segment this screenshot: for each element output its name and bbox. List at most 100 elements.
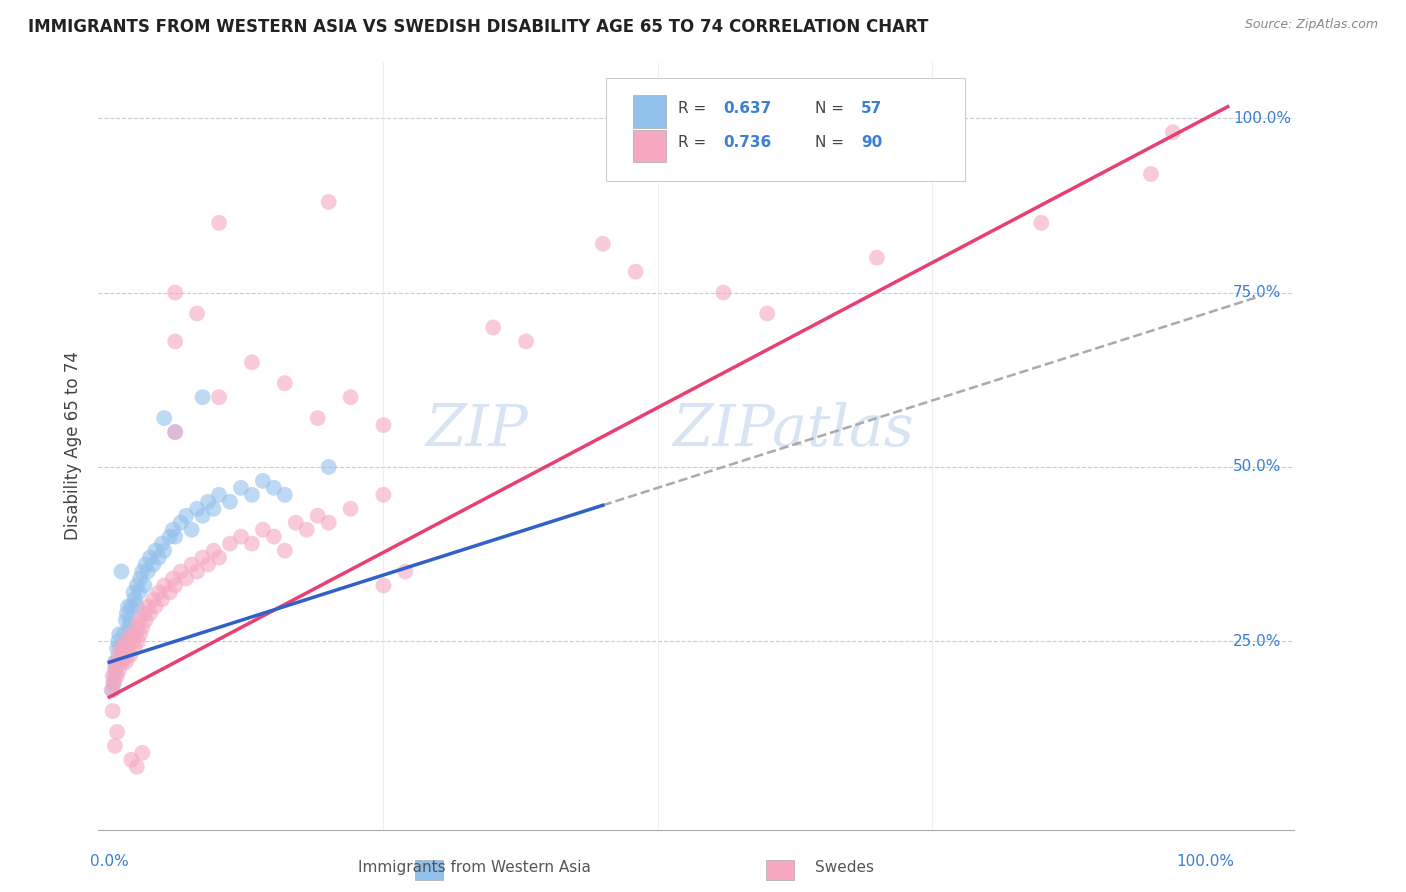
Point — [103, 676, 125, 690]
Point — [624, 265, 647, 279]
Point — [120, 613, 142, 627]
Point — [107, 634, 129, 648]
Point — [711, 285, 734, 300]
Point — [125, 578, 148, 592]
Point — [208, 550, 231, 565]
Point — [208, 390, 231, 404]
Point — [159, 585, 181, 599]
Point — [153, 578, 176, 592]
Point — [108, 627, 131, 641]
Point — [1140, 167, 1163, 181]
Point — [120, 627, 142, 641]
Text: N =: N = — [815, 101, 849, 116]
Point — [110, 565, 132, 579]
Text: 0.637: 0.637 — [724, 101, 772, 116]
Point — [307, 411, 329, 425]
Point — [148, 550, 170, 565]
Point — [162, 523, 184, 537]
Point — [110, 655, 132, 669]
Text: N =: N = — [815, 136, 849, 151]
Bar — [415, 860, 443, 880]
Point — [128, 585, 150, 599]
Point — [191, 550, 214, 565]
Point — [120, 753, 142, 767]
Point — [104, 669, 127, 683]
Point — [339, 501, 361, 516]
Point — [318, 194, 340, 209]
Point — [180, 523, 202, 537]
Point — [219, 495, 242, 509]
Point — [122, 585, 145, 599]
Point — [394, 565, 416, 579]
Point — [756, 306, 779, 320]
Point — [284, 516, 307, 530]
Point — [150, 536, 173, 550]
Point — [114, 634, 136, 648]
Point — [111, 655, 134, 669]
Point — [114, 641, 136, 656]
Point — [112, 648, 135, 663]
Point — [240, 488, 263, 502]
Text: 90: 90 — [860, 136, 882, 151]
Point — [197, 495, 219, 509]
Point — [1161, 125, 1184, 139]
Point — [110, 655, 132, 669]
Text: 100.0%: 100.0% — [1233, 111, 1291, 126]
Point — [103, 676, 125, 690]
Point — [150, 592, 173, 607]
Point — [208, 216, 231, 230]
Point — [104, 739, 127, 753]
Point — [197, 558, 219, 572]
Point — [174, 508, 197, 523]
Point — [153, 411, 176, 425]
Point — [114, 655, 136, 669]
Point — [219, 536, 242, 550]
Point — [139, 607, 162, 621]
Point — [142, 592, 165, 607]
Point — [191, 508, 214, 523]
Point — [180, 558, 202, 572]
Text: 25.0%: 25.0% — [1233, 634, 1282, 648]
Point — [124, 641, 146, 656]
Point — [318, 516, 340, 530]
Point — [139, 550, 162, 565]
Point — [101, 683, 124, 698]
Point — [125, 627, 148, 641]
Point — [105, 669, 128, 683]
Point — [125, 760, 148, 774]
Point — [115, 648, 138, 663]
Point — [101, 669, 124, 683]
Point — [592, 236, 614, 251]
Point — [104, 655, 127, 669]
Point — [117, 641, 139, 656]
Point — [186, 501, 208, 516]
Point — [240, 355, 263, 369]
Point — [274, 376, 297, 391]
Point — [128, 613, 150, 627]
Point — [125, 599, 148, 614]
Point — [104, 662, 127, 676]
Point — [134, 607, 156, 621]
Point — [110, 641, 132, 656]
Point — [110, 641, 132, 656]
Point — [165, 425, 187, 439]
Point — [174, 572, 197, 586]
Text: Swedes: Swedes — [815, 861, 875, 875]
Point — [104, 662, 127, 676]
Point — [373, 418, 395, 433]
Point — [229, 481, 252, 495]
Point — [482, 320, 505, 334]
Point — [252, 474, 274, 488]
Point — [124, 592, 146, 607]
Point — [114, 634, 136, 648]
Text: R =: R = — [678, 136, 711, 151]
Text: Immigrants from Western Asia: Immigrants from Western Asia — [357, 861, 591, 875]
Point — [120, 648, 142, 663]
Text: ZIP: ZIP — [426, 402, 529, 458]
Point — [263, 530, 285, 544]
Point — [186, 565, 208, 579]
FancyBboxPatch shape — [606, 78, 965, 181]
Text: Source: ZipAtlas.com: Source: ZipAtlas.com — [1244, 18, 1378, 31]
Point — [307, 508, 329, 523]
Point — [159, 530, 181, 544]
